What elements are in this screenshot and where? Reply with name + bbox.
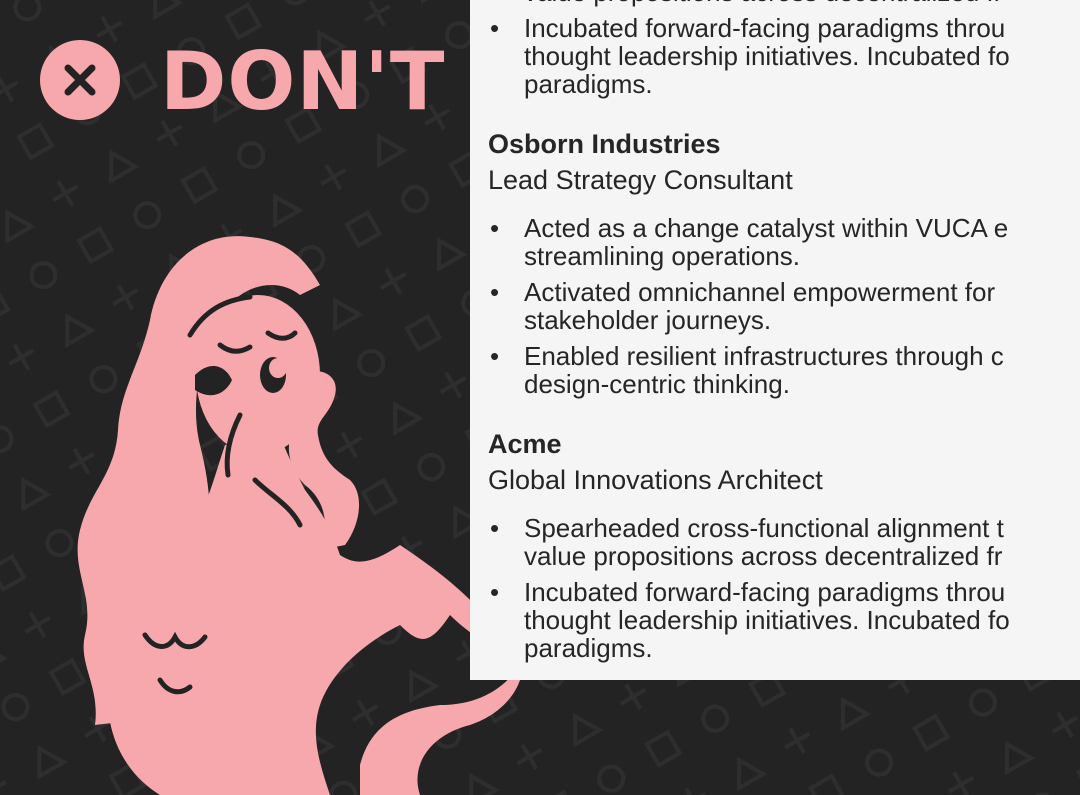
- dont-headline: DON'T: [160, 35, 446, 128]
- dont-badge: [40, 40, 120, 120]
- company-name: Acme: [488, 429, 562, 459]
- mermaid-illustration: [77, 236, 520, 795]
- list-item: Incubated forward-facing paradigms throu…: [490, 14, 1080, 98]
- job-role: Global Innovations Architect: [488, 465, 823, 495]
- list-item: Acted as a change catalyst within VUCA e…: [490, 214, 1080, 270]
- bullet-list: Spearheaded cross-functional alignment t…: [488, 514, 1080, 662]
- list-item: Spearheaded cross-functional alignment t…: [490, 514, 1080, 570]
- company-name: Osborn Industries: [488, 129, 721, 159]
- list-item: Activated omnichannel empowerment for st…: [490, 278, 1080, 334]
- close-x-icon: [64, 64, 96, 96]
- job-entry-acme: Acme Global Innovations Architect Spearh…: [488, 426, 1080, 662]
- list-item: Incubated forward-facing paradigms throu…: [490, 578, 1080, 662]
- list-item: value propositions across decentralized …: [490, 0, 1080, 6]
- resume-panel: value propositions across decentralized …: [470, 0, 1080, 680]
- job-role: Lead Strategy Consultant: [488, 165, 793, 195]
- list-item: Enabled resilient infrastructures throug…: [490, 342, 1080, 398]
- job-entry-osborn: Osborn Industries Lead Strategy Consulta…: [488, 126, 1080, 398]
- bullet-list-top: value propositions across decentralized …: [488, 0, 1080, 98]
- bullet-list: Acted as a change catalyst within VUCA e…: [488, 214, 1080, 398]
